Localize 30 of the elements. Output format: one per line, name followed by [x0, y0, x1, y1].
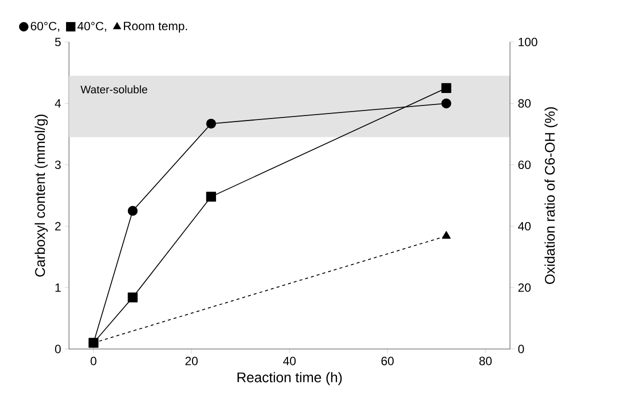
y-tick-label: 0 [55, 344, 61, 354]
y2-tick-label: 0 [518, 344, 524, 354]
y-axis-title: Carboxyl content (mmol/g) [34, 114, 48, 277]
y2-tick-label: 20 [518, 283, 531, 292]
y2-tick-label: 100 [518, 38, 538, 46]
y-tick-label: 2 [55, 222, 61, 230]
legend-label: 40°C, [77, 22, 106, 32]
legend-label: Room temp. [124, 22, 187, 33]
x-tick-label: 40 [283, 356, 296, 366]
band-label: Water-soluble [80, 85, 148, 94]
x-tick-label: 20 [185, 356, 198, 366]
y-tick-label: 3 [55, 160, 61, 170]
point [128, 292, 138, 302]
x-tick-label: 60 [381, 356, 394, 366]
y-tick-label: 4 [54, 99, 61, 108]
y2-tick-label: 60 [518, 160, 531, 170]
point [128, 206, 138, 216]
y-tick-label: 5 [55, 38, 61, 46]
x-tick-label: 80 [479, 356, 492, 366]
x-tick-label: 0 [90, 356, 96, 366]
y2-tick-label: 40 [518, 222, 531, 230]
y-tick-label: 1 [55, 283, 61, 292]
point [441, 98, 452, 108]
y2-tick-label: 80 [518, 99, 531, 108]
point [206, 192, 216, 202]
point [206, 118, 216, 129]
x-axis-title: Reaction time (h) [238, 372, 342, 386]
point [441, 83, 452, 93]
legend-label: 60°C, [30, 22, 60, 32]
y2-axis-title: Oxidation ratio of C6-OH (%) [544, 107, 558, 284]
